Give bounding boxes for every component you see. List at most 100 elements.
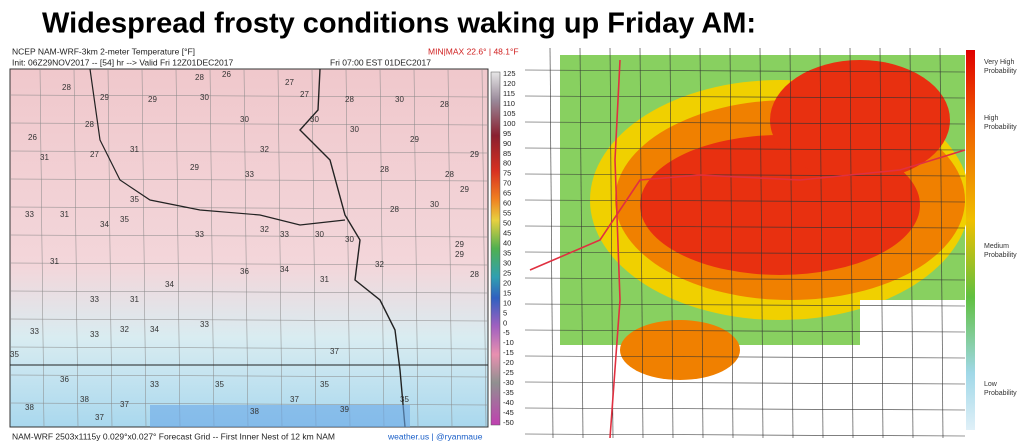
county-line (209, 68, 215, 428)
title: Widespread frosty conditions waking up F… (42, 8, 756, 40)
temperature-label: 27 (90, 150, 99, 159)
county-line (9, 374, 489, 378)
county-line (524, 173, 966, 177)
county-line (447, 68, 453, 428)
temperature-label: 29 (455, 240, 464, 249)
colorbar-tick-label: 25 (503, 268, 511, 277)
county-line (849, 47, 854, 439)
min-max: MIN|MAX 22.6° | 48.1°F (428, 46, 519, 56)
temperature-label: 33 (90, 330, 99, 339)
county-line (909, 47, 914, 439)
credit: weather.us | @ryanmaue (387, 431, 483, 441)
temperature-label: 27 (285, 78, 294, 87)
county-line (524, 303, 966, 307)
temperature-label: 30 (310, 115, 319, 124)
temperature-label: 30 (315, 230, 324, 239)
temperature-label: 34 (100, 220, 109, 229)
county-line (609, 47, 614, 439)
colorbar-tick-label: -5 (503, 328, 510, 337)
init: Init: 06Z29NOV2017 -- [54] hr --> Valid … (12, 57, 233, 67)
colorbar-tick-label: 85 (503, 149, 511, 158)
temperature-label: 33 (195, 230, 204, 239)
legend-label: Probability (984, 68, 1017, 75)
county-line (524, 277, 966, 281)
temperature-label: 35 (215, 380, 224, 389)
temperature-label: 31 (50, 257, 59, 266)
county-line (524, 225, 966, 229)
county-line (277, 68, 283, 428)
temperature-label: 34 (150, 325, 159, 334)
legend-label: Probability (984, 390, 1017, 397)
temperature-label: 32 (260, 225, 269, 234)
county-line (579, 47, 584, 439)
colorbar-tick-label: 115 (503, 89, 515, 98)
colorbar-tick-label: 50 (503, 219, 511, 228)
temperature-label: 28 (62, 83, 71, 92)
temperature-label: 32 (260, 145, 269, 154)
temperature-label: 36 (60, 375, 69, 384)
temperature-label: 38 (25, 403, 34, 412)
temperature-label: 32 (120, 325, 129, 334)
colorbar (490, 71, 501, 426)
county-line (524, 121, 966, 125)
temperature-label: 28 (85, 120, 94, 129)
colorbar-tick-label: 120 (503, 79, 516, 88)
county-line (175, 68, 181, 428)
colorbar-tick-label: 40 (503, 238, 511, 247)
colorbar-tick-label: -10 (503, 338, 514, 347)
temperature-label: 26 (28, 133, 37, 142)
colorbar-ticks: 1251201151101051009590858075706560555045… (503, 69, 516, 427)
temperature-label: 29 (470, 150, 479, 159)
county-line (9, 402, 489, 406)
temperature-label: 37 (330, 347, 339, 356)
footer: NAM-WRF 2503x1115y 0.029°x0.027° Forecas… (12, 431, 335, 441)
valid-time: Fri 07:00 EST 01DEC2017 (330, 57, 431, 67)
temperature-label: 33 (280, 230, 289, 239)
highway (529, 149, 966, 271)
colorbar-tick-label: 30 (503, 258, 511, 267)
temperature-label: 29 (100, 93, 109, 102)
temperature-label: 34 (165, 280, 174, 289)
county-line (524, 381, 966, 385)
county-line (524, 69, 966, 73)
temperature-label: 30 (345, 235, 354, 244)
county-line (345, 68, 351, 428)
county-line (524, 329, 966, 333)
highway (609, 59, 621, 439)
colorbar-tick-label: 0 (503, 318, 507, 327)
county-line (524, 407, 966, 411)
temperature-label: 31 (60, 210, 69, 219)
county-lines (9, 68, 489, 428)
county-line (9, 150, 489, 154)
colorbar-tick-label: -20 (503, 358, 514, 367)
colorbar-tick-label: 70 (503, 179, 511, 188)
county-line (549, 47, 554, 439)
colorbar-tick-label: -30 (503, 378, 514, 387)
temperature-label: 35 (120, 215, 129, 224)
colorbar-tick-label: 45 (503, 229, 511, 238)
county-line (699, 47, 704, 439)
county-line (729, 47, 734, 439)
prob-very-high (770, 60, 950, 180)
county-line (141, 68, 147, 428)
river (89, 68, 346, 226)
county-line (524, 355, 966, 359)
county-lines (524, 47, 966, 439)
county-line (413, 68, 419, 428)
colorbar-tick-label: -35 (503, 388, 514, 397)
temperature-label: 35 (130, 195, 139, 204)
colorbar-tick-label: 100 (503, 119, 516, 128)
temperature-label: 28 (470, 270, 479, 279)
temperature-label: 28 (195, 73, 204, 82)
colorbar-tick-label: 105 (503, 109, 516, 118)
temperature-label: 30 (350, 125, 359, 134)
county-line (9, 206, 489, 210)
county-line (9, 122, 489, 126)
product: NCEP NAM-WRF-3km 2-meter Temperature [°F… (12, 46, 195, 56)
county-line (639, 47, 644, 439)
county-line (879, 47, 884, 439)
colorbar-tick-label: 15 (503, 288, 511, 297)
county-line (379, 68, 385, 428)
